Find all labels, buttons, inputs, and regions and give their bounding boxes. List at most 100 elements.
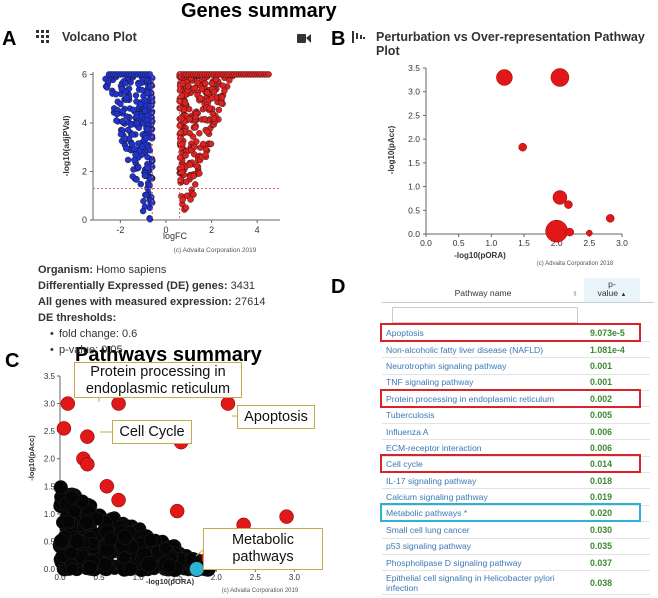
table-row[interactable]: Metabolic pathways * 0.020: [382, 505, 650, 523]
column-header-p-value[interactable]: p- value ▲: [584, 278, 640, 302]
panel-letter-b: B: [331, 28, 346, 50]
sumplot-point-red: [60, 396, 76, 411]
volcano-point-up: [180, 106, 188, 113]
callout-metabolic: Metabolic pathways: [203, 528, 323, 570]
volcano-point-up: [178, 163, 186, 171]
table-row[interactable]: Apoptosis 9.073e-5: [382, 325, 650, 342]
pathway-name-link[interactable]: Non-alcoholic fatty liver disease (NAFLD…: [382, 341, 586, 359]
volcano-point-up: [265, 71, 272, 78]
pathplot-xtick-label: 2.5: [583, 238, 595, 248]
table-row[interactable]: p53 signaling pathway 0.035: [382, 538, 650, 555]
volcano-point-down: [127, 121, 135, 128]
pathplot-credit: (c) Advaita Corporation 2018: [537, 261, 614, 267]
pathway-p-value: 1.081e-4: [586, 341, 650, 359]
volcano-point-up: [179, 196, 186, 203]
table-row[interactable]: Neurotrophin signaling pathway 0.001: [382, 357, 650, 375]
sumplot-ytick-label: 3.0: [44, 400, 56, 409]
table-row[interactable]: ECM-receptor interaction 0.006: [382, 439, 650, 457]
volcano-point-up: [178, 92, 185, 99]
volcano-point-up: [203, 89, 211, 96]
threshold-fold-change: fold change: 0.6: [59, 328, 138, 340]
pathway-name-link[interactable]: Small cell lung cancer: [382, 521, 586, 539]
sumplot-xtick-label: 0.5: [94, 573, 106, 582]
table-row[interactable]: Phospholipase D signaling pathway 0.037: [382, 554, 650, 572]
volcano-point-down: [133, 176, 140, 183]
pathways-summary-scatter: 0.0 0.5 1.0 1.5 2.0 2.5 3.0 0.0 0.5 1.0 1.5 2.0 2.5 3…: [27, 372, 310, 594]
de-thresholds-label: DE thresholds:: [38, 312, 117, 324]
volcano-point-up: [196, 170, 203, 177]
pathway-filter-input[interactable]: [392, 307, 578, 323]
table-header: Pathway name ⬍ p- value ▲: [382, 278, 654, 303]
highlight-apoptosis: [380, 323, 641, 342]
volcano-point-up: [190, 191, 197, 198]
highlight-metabolic: [380, 503, 641, 522]
volcano-point-down: [123, 94, 130, 101]
pathway-name-link[interactable]: Neurotrophin signaling pathway: [382, 357, 586, 375]
pathplot-xtick-label: 1.0: [485, 238, 497, 248]
volcano-point-up: [196, 130, 203, 137]
volcano-xtick-label: -2: [116, 225, 124, 235]
volcano-point-down: [132, 92, 140, 99]
table-row[interactable]: IL-17 signaling pathway 0.018: [382, 472, 650, 490]
grid-icon[interactable]: [36, 30, 50, 49]
sumplot-ytick-label: 0.0: [44, 565, 56, 574]
pathplot-xtick-label: 0.5: [453, 238, 465, 248]
volcano-point-down: [117, 100, 124, 108]
volcano-point-down: [119, 118, 126, 125]
pathway-name-link[interactable]: Phospholipase D signaling pathway: [382, 554, 586, 572]
volcano-xtick-label: 0: [163, 225, 168, 235]
table-row[interactable]: Small cell lung cancer 0.030: [382, 521, 650, 539]
volcano-point-up: [190, 172, 197, 180]
volcano-point-up: [192, 113, 199, 121]
sort-icon[interactable]: ⬍: [572, 291, 578, 298]
pathway-name-link[interactable]: Influenza A: [382, 423, 586, 441]
sumplot-xtick-label: 1.5: [172, 573, 184, 582]
sumplot-point-red: [111, 492, 126, 508]
sumplot-point-black: [61, 515, 75, 529]
volcano-point-down: [147, 103, 154, 110]
volcano-point-down: [141, 172, 149, 179]
callout-cell-cycle: Cell Cycle: [112, 420, 192, 444]
table-row[interactable]: Epithelial cell signaling in Helicobacte…: [382, 570, 650, 596]
pathway-name-link[interactable]: Epithelial cell signaling in Helicobacte…: [382, 570, 586, 596]
pathway-name-link[interactable]: Tuberculosis: [382, 406, 586, 424]
volcano-point-down: [146, 71, 154, 78]
pathway-name-link[interactable]: p53 signaling pathway: [382, 538, 586, 555]
sumplot-point-black: [65, 546, 79, 560]
sumplot-point-black: [53, 480, 68, 495]
column-header-pathway-name[interactable]: Pathway name ⬍: [454, 288, 578, 298]
pathway-name-link[interactable]: IL-17 signaling pathway: [382, 472, 586, 490]
gene-info-block: Organism: Homo sapiens Differentially Ex…: [38, 264, 266, 356]
pathway-p-value: 0.018: [586, 472, 650, 490]
pathplot-point: [552, 190, 568, 205]
volcano-point-down: [122, 80, 129, 87]
volcano-credit: (c) Advaita Corporation 2019: [174, 247, 257, 254]
pathplot-xtick-label: 3.0: [616, 238, 628, 248]
camera-icon[interactable]: [297, 31, 311, 49]
sumplot-xlabel: -log10(pORA): [146, 577, 195, 586]
table-row[interactable]: TNF signaling pathway 0.001: [382, 374, 650, 392]
sumplot-point-black: [143, 533, 158, 548]
volcano-point-down: [135, 81, 142, 88]
sumplot-point-red: [99, 479, 115, 494]
volcano-point-down: [137, 180, 144, 188]
sort-asc-icon[interactable]: ▲: [620, 292, 627, 298]
volcano-ylabel: -log10(adjPVal): [61, 115, 71, 176]
table-row[interactable]: Tuberculosis 0.005: [382, 406, 650, 424]
sumplot-point-black: [68, 505, 81, 518]
table-row[interactable]: Non-alcoholic fatty liver disease (NAFLD…: [382, 341, 650, 359]
chart-icon[interactable]: [352, 30, 366, 48]
volcano-point-up: [183, 178, 190, 186]
volcano-point-down: [141, 107, 149, 115]
table-row[interactable]: Influenza A 0.006: [382, 423, 650, 441]
volcano-point-up: [177, 176, 184, 184]
volcano-point-down: [123, 113, 130, 120]
volcano-point-down: [139, 143, 146, 150]
sumplot-point-black: [123, 561, 138, 577]
volcano-ytick-label: 6: [82, 69, 87, 79]
highlight-cell-cycle: [380, 454, 641, 473]
pathplot-xtick-label: 1.5: [518, 238, 530, 248]
pathplot-point: [605, 214, 615, 223]
perturbation-scatter: 0.0 0.5 1.0 1.5 2.0 2.5 3.0 0.0 0.5 1.0 1.5 2.0 2.5 3…: [387, 63, 628, 267]
